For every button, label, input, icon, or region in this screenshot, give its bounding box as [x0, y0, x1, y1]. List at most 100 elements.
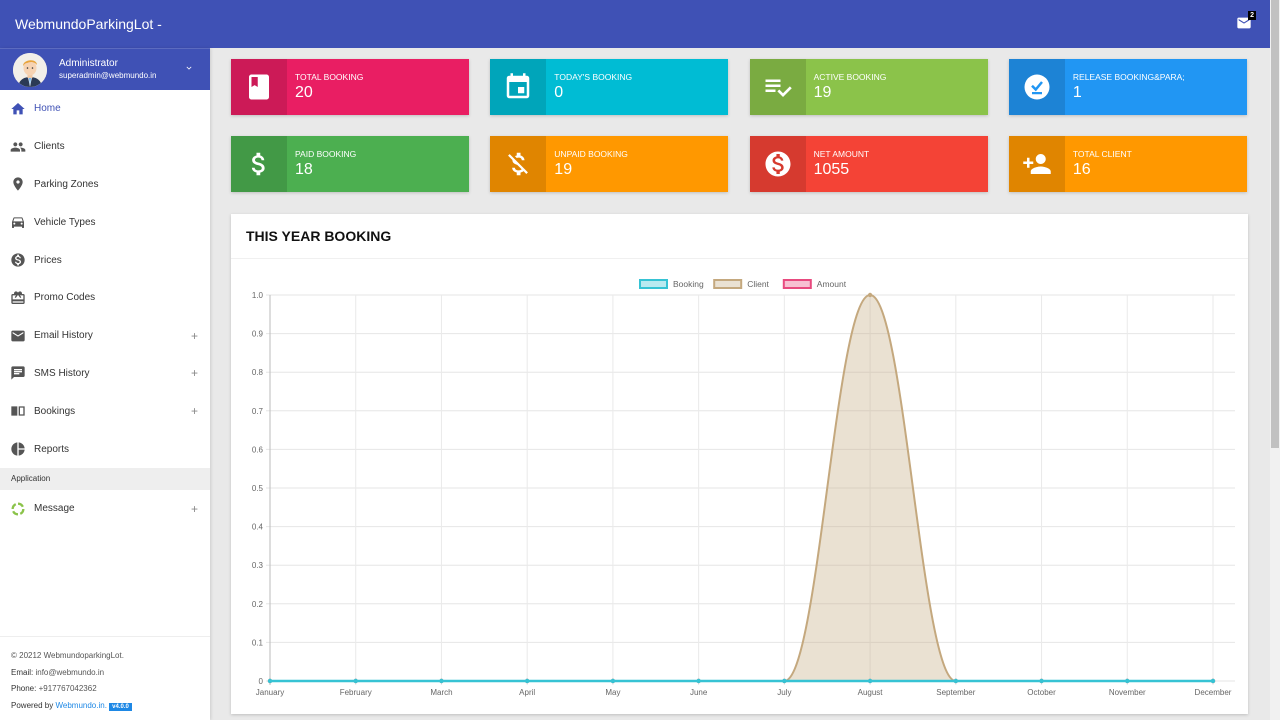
sidebar-item-sms-history[interactable]: SMS History + [0, 355, 210, 393]
card-value: 1 [1072, 84, 1082, 101]
card-paid-booking[interactable]: PAID BOOKING 18 [231, 136, 469, 192]
sidebar-item-label: SMS History [34, 367, 90, 379]
card-label: TODAY'S BOOKING [554, 72, 633, 82]
svg-text:August: August [858, 688, 884, 697]
sidebar-item-label: Reports [34, 443, 70, 455]
check-circle-icon [1024, 74, 1050, 100]
mail-notification-button[interactable]: 2 [1236, 11, 1256, 31]
card-release-booking[interactable]: RELEASE BOOKING&PARA; 1 [1008, 59, 1247, 115]
card-label: TOTAL CLIENT [1072, 149, 1132, 159]
card-total-client[interactable]: TOTAL CLIENT 16 [1008, 136, 1247, 192]
people-icon [10, 142, 26, 152]
svg-text:0.7: 0.7 [252, 407, 264, 416]
card-value: 16 [1072, 161, 1091, 178]
svg-text:0.6: 0.6 [252, 445, 264, 454]
svg-text:0.9: 0.9 [252, 330, 264, 339]
sidebar-item-reports[interactable]: Reports [0, 430, 210, 468]
svg-text:July: July [777, 688, 791, 697]
expand-plus-icon[interactable]: + [190, 501, 198, 516]
card-unpaid-booking[interactable]: UNPAID BOOKING 19 [490, 136, 729, 192]
email-icon [11, 330, 25, 342]
sidebar-item-label: Email History [34, 330, 93, 342]
sidebar-item-clients[interactable]: Clients [0, 128, 210, 166]
sidebar-item-message[interactable]: Message + [0, 490, 210, 528]
scrollbar-thumb[interactable] [1271, 0, 1279, 448]
page-scrollbar[interactable] [1270, 0, 1280, 720]
expand-plus-icon[interactable]: + [190, 404, 198, 419]
svg-text:December: December [1195, 688, 1232, 697]
svg-text:Booking: Booking [673, 279, 704, 289]
card-label: NET AMOUNT [813, 149, 870, 159]
location-pin-icon [13, 177, 23, 192]
sidebar-item-label: Vehicle Types [34, 216, 96, 228]
sidebar: Administrator superadmin@webmundo.in Hom… [0, 48, 210, 720]
mail-icon [1237, 17, 1251, 29]
dollar-circle-icon [11, 253, 25, 267]
expand-plus-icon[interactable]: + [190, 366, 198, 381]
playlist-check-icon [765, 79, 792, 97]
footer-email: info@webmundo.in [35, 667, 105, 677]
sidebar-footer: © 20212 WebmundoparkingLot. Email: info@… [0, 636, 210, 720]
avatar [13, 52, 47, 87]
svg-text:October: October [1027, 688, 1056, 697]
sidebar-item-vehicle-types[interactable]: Vehicle Types [0, 203, 210, 241]
user-email: superadmin@webmundo.in [59, 71, 157, 80]
sidebar-item-label: Home [34, 103, 61, 115]
chart-title: THIS YEAR BOOKING [246, 228, 392, 244]
card-total-booking[interactable]: TOTAL BOOKING 20 [231, 59, 469, 115]
sidebar-item-promo-codes[interactable]: Promo Codes [0, 279, 210, 317]
app-title[interactable]: WebmundoParkingLot - [15, 16, 162, 32]
sidebar-item-label: Prices [34, 254, 62, 266]
user-name: Administrator [59, 58, 118, 69]
email-label: Email: [11, 667, 34, 677]
sidebar-item-label: Clients [34, 141, 65, 153]
book-open-icon [11, 406, 25, 416]
svg-text:January: January [256, 688, 284, 697]
card-value: 0 [554, 84, 564, 101]
card-label: PAID BOOKING [295, 149, 357, 159]
sidebar-item-label: Message [34, 503, 75, 515]
chevron-down-icon[interactable] [184, 63, 194, 73]
card-value: 19 [554, 161, 573, 178]
sidebar-menu: Home Clients Parking Zones Vehicle Types… [0, 90, 210, 528]
sidebar-item-label: Parking Zones [34, 178, 99, 190]
sidebar-item-label: Bookings [34, 405, 76, 417]
main-content: TOTAL BOOKING 20 TODAY'S BOOKING 0 ACTIVE … [231, 59, 1249, 192]
svg-text:0.2: 0.2 [252, 600, 264, 609]
booking-chart[interactable]: 0 0.1 0.2 0.3 0.4 0.5 0.6 0.7 0.8 0.9 1.0 January Fe… [231, 260, 1248, 714]
pie-chart-icon [11, 442, 25, 456]
svg-text:November: November [1109, 688, 1146, 697]
this-year-booking-panel: THIS YEAR BOOKING 0 0.1 0.2 0.3 0.4 0.5 0.6 0.7… [231, 214, 1248, 714]
home-icon [11, 102, 25, 115]
loading-ring-icon [11, 502, 25, 516]
user-info-panel: Administrator superadmin@webmundo.in [0, 48, 210, 90]
car-icon [12, 217, 24, 229]
card-label: RELEASE BOOKING&PARA; [1072, 72, 1185, 82]
sidebar-item-bookings[interactable]: Bookings + [0, 392, 210, 430]
svg-text:0.4: 0.4 [252, 523, 264, 532]
phone-label: Phone: [11, 684, 37, 693]
card-net-amount[interactable]: NET AMOUNT 1055 [749, 136, 988, 192]
card-active-booking[interactable]: ACTIVE BOOKING 19 [749, 59, 988, 115]
powered-by-link[interactable]: Webmundo.in. [55, 700, 107, 710]
mail-count-badge: 2 [1248, 11, 1256, 20]
svg-text:September: September [936, 688, 975, 697]
sidebar-item-home[interactable]: Home [0, 90, 210, 128]
card-value: 18 [295, 161, 313, 178]
svg-text:May: May [605, 688, 620, 697]
svg-text:June: June [690, 688, 708, 697]
svg-text:March: March [430, 688, 452, 697]
chat-icon [11, 366, 25, 381]
svg-text:1.0: 1.0 [252, 291, 264, 300]
svg-text:Client: Client [747, 279, 769, 289]
card-todays-booking[interactable]: TODAY'S BOOKING 0 [490, 59, 729, 115]
sidebar-item-email-history[interactable]: Email History + [0, 317, 210, 355]
version-badge: v4.0.0 [109, 702, 132, 711]
sidebar-item-parking-zones[interactable]: Parking Zones [0, 166, 210, 204]
sidebar-item-prices[interactable]: Prices [0, 241, 210, 279]
expand-plus-icon[interactable]: + [190, 328, 198, 343]
svg-text:Amount: Amount [817, 279, 847, 289]
sidebar-item-label: Promo Codes [34, 292, 96, 304]
dollar-icon [251, 152, 265, 176]
menu-section-header: Application [0, 467, 210, 490]
